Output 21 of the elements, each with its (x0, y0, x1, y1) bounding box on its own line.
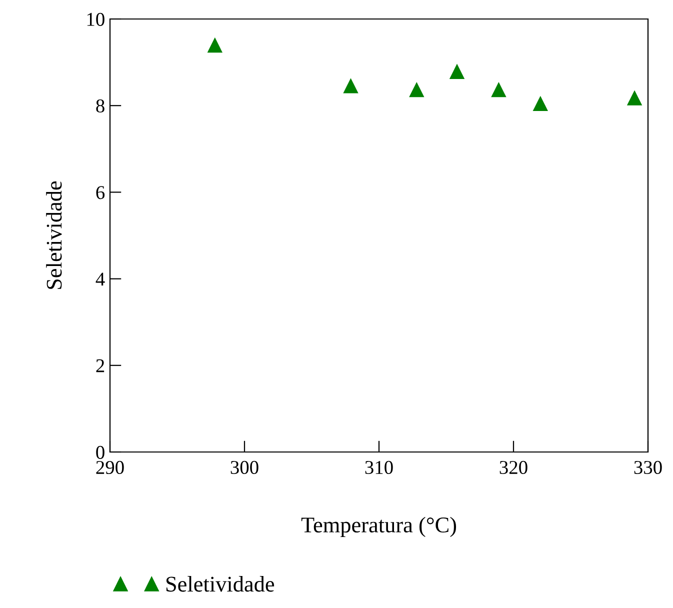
y-tick-label: 0 (96, 446, 104, 459)
x-tick-label: 310 (365, 460, 393, 474)
point (343, 78, 358, 94)
x-tick-label: 330 (634, 460, 662, 474)
x-tick-label: 320 (500, 460, 528, 474)
y-tick-label: 4 (96, 272, 105, 286)
x-tick-label: 300 (230, 460, 258, 474)
legend-label: Seletividade (166, 576, 274, 592)
y-axis-title: Seletividade (46, 181, 62, 289)
x-tick-label: 290 (96, 460, 124, 474)
point (626, 90, 642, 106)
y-tick-label: 2 (96, 359, 104, 372)
y-tick-label: 10 (87, 12, 104, 26)
point (207, 37, 223, 53)
point (449, 64, 465, 79)
x-axis-title: Temperatura (°C) (301, 516, 456, 538)
y-tick-label: 8 (96, 99, 104, 113)
y-tick-label: 6 (96, 186, 105, 200)
point (532, 96, 548, 112)
point (491, 82, 506, 98)
point (409, 82, 424, 98)
